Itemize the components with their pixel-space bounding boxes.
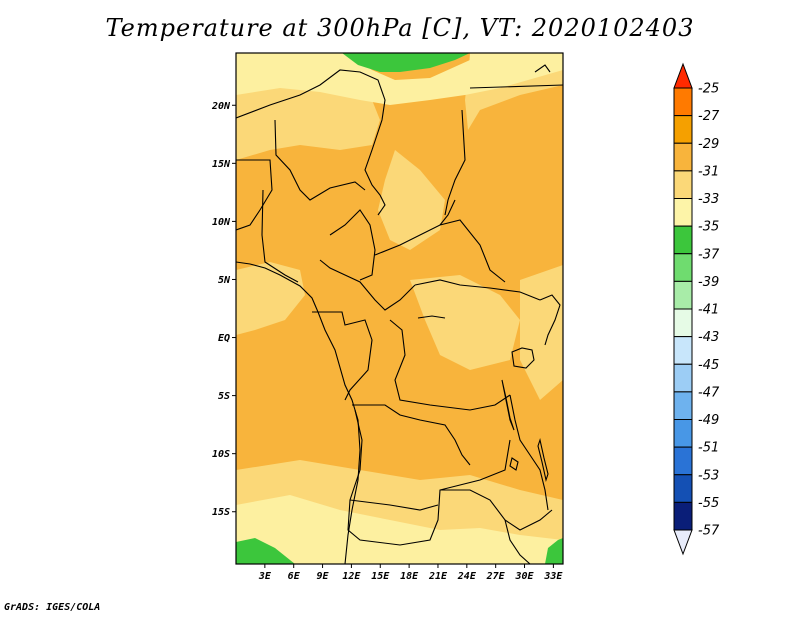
colorbar-label: -41	[698, 303, 719, 318]
border-line	[274, 119, 366, 201]
y-tick-label: 10N	[212, 217, 231, 228]
colorbar-swatch	[673, 225, 693, 255]
y-tick-label: 5N	[218, 275, 231, 286]
border-line	[389, 319, 511, 411]
colorbar-bottom-arrow	[673, 529, 693, 556]
colorbar-label: -53	[698, 468, 719, 483]
colorbar-label: -25	[698, 82, 719, 97]
x-tick-label: 33E	[543, 571, 563, 582]
lake-outline	[537, 437, 549, 483]
x-tick-label: 18E	[400, 571, 419, 582]
lake-outline	[501, 379, 515, 431]
colorbar-label: -27	[698, 109, 720, 124]
field-region-south-pale	[236, 495, 563, 564]
border-line	[319, 259, 416, 311]
colorbar-swatch	[673, 170, 693, 199]
x-tick-label: 15E	[371, 571, 390, 582]
colorbar-swatch	[673, 142, 693, 172]
x-tick-label: 12E	[342, 571, 361, 582]
y-tick-label: 15N	[212, 159, 231, 170]
field-region-north-pale	[236, 53, 563, 105]
y-tick-label: 20N	[211, 101, 231, 112]
colorbar-label: -47	[698, 385, 720, 400]
border-line	[469, 84, 563, 89]
field-region-cold-north	[342, 53, 470, 72]
colorbar-label: -51	[698, 441, 719, 456]
colorbar-label: -35	[698, 220, 719, 235]
border-line	[414, 279, 541, 301]
colorbar-swatch	[673, 253, 693, 282]
y-tick-label: EQ	[218, 333, 230, 344]
field-region-central-band	[378, 150, 445, 250]
field-region-west-coast	[236, 262, 305, 335]
border-line	[236, 159, 273, 231]
x-tick-label: 27E	[486, 571, 506, 582]
x-tick-label: 6E	[288, 571, 301, 582]
longitude-axis: 3E 6E 9E 12E 15E 18E 21E 24E 27E 30E 33E	[258, 564, 563, 582]
x-tick-label: 3E	[258, 571, 272, 582]
x-tick-label: 21E	[428, 571, 448, 582]
border-line	[261, 189, 299, 283]
country-borders	[236, 64, 563, 564]
temperature-field	[236, 53, 563, 564]
colorbar-label: -43	[698, 330, 719, 345]
field-region-central-south	[410, 275, 520, 370]
chart-title: Temperature at 300hPa [C], VT: 202010240…	[105, 14, 695, 42]
colorbar-swatch	[673, 308, 693, 338]
colorbar-swatch	[673, 391, 693, 420]
colorbar-label: -55	[698, 496, 719, 511]
coastline	[236, 261, 361, 564]
map-frame	[235, 52, 564, 565]
border-line	[352, 404, 471, 466]
colorbar-label: -29	[698, 137, 719, 152]
colorbar-label: -39	[698, 275, 719, 290]
colorbar-swatch	[673, 446, 693, 476]
y-tick-label: 5S	[218, 391, 230, 402]
field-region-cold-southeast	[545, 538, 563, 564]
colorbar-swatch	[673, 363, 693, 393]
border-line	[374, 219, 506, 283]
colorbar-swatch	[673, 419, 693, 448]
border-line	[509, 394, 549, 511]
colorbar-swatch	[673, 87, 693, 117]
x-tick-label: 24E	[457, 571, 477, 582]
colorbar-swatch	[673, 474, 693, 503]
colorbar-swatch	[673, 198, 693, 227]
border-line	[504, 519, 531, 564]
y-tick-label: 15S	[212, 507, 230, 518]
border-line	[439, 199, 456, 226]
lake-outline	[509, 457, 519, 471]
x-tick-label: 9E	[317, 571, 330, 582]
border-line	[236, 69, 386, 216]
border-line	[349, 499, 439, 511]
border-line	[444, 109, 466, 216]
colorbar-label: -57	[698, 524, 720, 539]
credit-label: GrADS: IGES/COLA	[4, 602, 101, 613]
latitude-axis: 20N 15N 10N 5N EQ 5S 10S 15S	[211, 101, 236, 518]
lake-outline	[511, 347, 535, 369]
border-line	[539, 294, 561, 346]
colorbar-swatch	[673, 280, 693, 310]
colorbar-label: -33	[698, 192, 719, 207]
border-line	[329, 209, 376, 281]
colorbar-label: -37	[698, 247, 720, 262]
y-tick-label: 10S	[212, 449, 230, 460]
field-region-cold-southwest	[236, 538, 295, 564]
colorbar-label: -31	[698, 164, 719, 179]
lake-outline	[417, 315, 446, 319]
x-tick-label: 30E	[514, 571, 534, 582]
lake-outline	[534, 64, 551, 73]
colorbar: -25 -27 -29 -31 -33 -35 -37 -39 -41 -43 -45 -47 -49 -…	[673, 62, 720, 556]
colorbar-swatch	[673, 336, 693, 365]
border-line	[312, 311, 373, 401]
colorbar-label: -49	[698, 413, 719, 428]
field-region-east	[520, 265, 563, 400]
colorbar-swatch	[673, 501, 693, 531]
colorbar-top-arrow	[673, 62, 693, 89]
colorbar-swatch	[673, 115, 693, 144]
colorbar-label: -45	[698, 358, 719, 373]
